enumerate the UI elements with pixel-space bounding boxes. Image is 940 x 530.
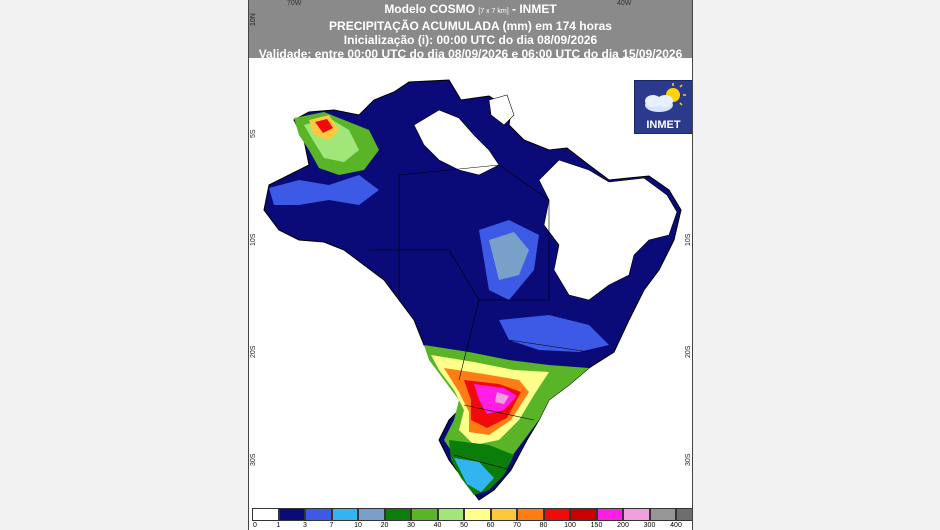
legend-tick-label: 70 — [513, 522, 521, 529]
lat-label-10n: 10N — [250, 13, 257, 26]
legend-swatch — [596, 508, 623, 521]
legend-tick-label: 7 — [329, 522, 334, 529]
legend-tick-label: 200 — [617, 522, 629, 529]
legend-swatch — [649, 508, 676, 521]
precipitation-map — [263, 79, 682, 501]
legend-tick-label: 40 — [433, 522, 442, 529]
legend-swatch — [411, 508, 438, 521]
legend-swatch — [252, 508, 279, 521]
legend-tick-label: 300 — [643, 522, 656, 529]
legend-tick-label: 100 — [564, 522, 576, 529]
legend-tick-label: 80 — [539, 522, 548, 529]
legend-swatch — [358, 508, 385, 521]
legend-swatch — [437, 508, 464, 521]
legend-swatch — [543, 508, 570, 521]
legend-swatch — [517, 508, 544, 521]
magenta-south-core — [474, 384, 517, 414]
legend-tick-label: 0 — [253, 522, 257, 529]
color-legend: 0 1 3 7 10 20 30 40 50 60 70 80 100 150 200 300 400 — [249, 508, 692, 530]
pink-south-spot — [495, 392, 509, 404]
lon-label-40w: 40W — [617, 0, 632, 7]
legend-swatch — [623, 508, 650, 521]
lon-label-70w: 70W — [287, 0, 302, 7]
dry-amapa — [488, 94, 515, 126]
map-header: Modelo COSMO [7 x 7 km] - INMET PRECIPIT… — [249, 0, 692, 61]
legend-swatch — [490, 508, 517, 521]
legend-ticks: 0 1 3 7 10 20 30 40 50 60 70 80 100 150 200 300 400 — [249, 522, 692, 530]
light-blue-northwest — [269, 175, 379, 205]
legend-tick-label: 20 — [380, 522, 389, 529]
model-org: - INMET — [512, 2, 557, 16]
red-northwest — [315, 119, 333, 133]
legend-swatch — [464, 508, 491, 521]
legend-swatch — [384, 508, 411, 521]
legend-swatch — [570, 508, 597, 521]
inmet-logo: INMET — [634, 80, 692, 134]
map-panel: Modelo COSMO [7 x 7 km] - INMET PRECIPIT… — [248, 0, 693, 530]
state-borders — [369, 164, 590, 471]
model-resolution: [7 x 7 km] — [478, 8, 509, 15]
init-time: Inicialização (i): 00:00 UTC do dia 08/0… — [343, 33, 598, 47]
legend-swatch — [331, 508, 358, 521]
cloud-sun-icon — [645, 83, 686, 112]
legend-tick-label: 60 — [486, 522, 495, 529]
legend-swatches — [252, 508, 692, 521]
logo-text: INMET — [646, 119, 681, 131]
legend-tick-label: 400 — [670, 522, 682, 529]
legend-tick-label: 150 — [590, 522, 603, 529]
steel-blue-central — [489, 232, 529, 280]
legend-tick-label: 50 — [460, 522, 468, 529]
map-subtitle: PRECIPITAÇÃO ACUMULADA (mm) em 174 horas — [329, 19, 612, 33]
blue-rs — [454, 458, 494, 492]
dry-northeast — [538, 159, 678, 301]
model-title: Modelo COSMO — [384, 2, 475, 16]
legend-swatch — [676, 508, 692, 521]
legend-swatch — [278, 508, 305, 521]
legend-tick-label: 30 — [407, 522, 415, 529]
title-line: Modelo COSMO [7 x 7 km] - INMET — [249, 2, 692, 19]
legend-swatch — [305, 508, 332, 521]
validity-period: Validade: entre 00:00 UTC do dia 08/09/2… — [258, 47, 683, 61]
legend-tick-label: 3 — [303, 522, 307, 529]
legend-tick-label: 10 — [354, 522, 362, 529]
legend-tick-label: 1 — [276, 522, 281, 529]
